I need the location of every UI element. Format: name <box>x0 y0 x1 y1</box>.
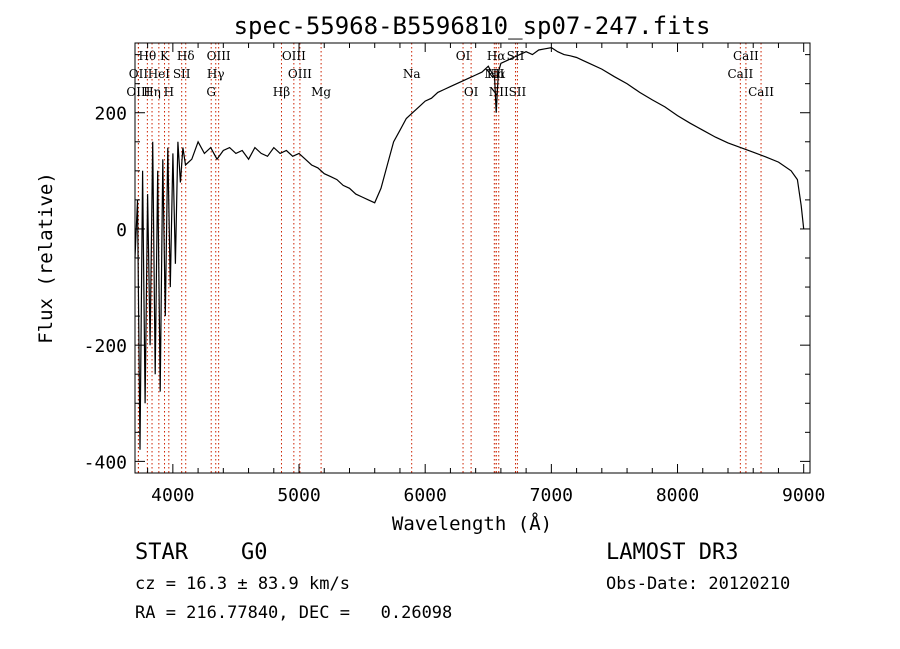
line-label-1: OII <box>129 67 149 81</box>
survey-name: LAMOST DR3 <box>606 540 739 565</box>
y-axis-label: Flux (relative) <box>35 172 57 344</box>
object-subclass: G0 <box>241 540 268 565</box>
line-label-22: Hα <box>487 67 506 81</box>
line-label-19: Hα <box>487 49 506 63</box>
line-label-4: HeI <box>148 67 171 81</box>
line-label-7: SII <box>173 67 191 81</box>
line-label-9: OIII <box>207 49 231 63</box>
line-label-16: Na <box>403 67 421 81</box>
line-label-18: OI <box>464 85 479 99</box>
emission-line-labels: Hθ OII OIII K HeI Hη Hδ SII H OIII Hγ G OIII OIII Hβ Mg… <box>126 49 774 99</box>
x-tick-label-5: 9000 <box>782 485 825 506</box>
coordinates: RA = 216.77840, DEC = 0.26098 <box>135 603 453 623</box>
y-tick-label-0: -400 <box>84 452 127 473</box>
line-label-12: OIII <box>282 49 306 63</box>
x-axis-label: Wavelength (Å) <box>392 512 552 535</box>
emission-line-markers <box>137 43 762 473</box>
line-label-2: OIII <box>126 85 150 99</box>
line-label-17: OI <box>456 49 471 63</box>
line-label-21: NII <box>484 67 504 81</box>
line-label-11: G <box>206 85 216 99</box>
x-tick-label-0: 4000 <box>151 485 194 506</box>
line-label-24: SII <box>509 85 527 99</box>
line-label-15: Mg <box>311 85 331 99</box>
line-label-5: Hη <box>143 85 161 99</box>
line-label-25: CaII <box>733 49 759 63</box>
chart-title: spec-55968-B5596810_sp07-247.fits <box>234 12 711 40</box>
line-label-13: OIII <box>288 67 312 81</box>
line-label-8: H <box>164 85 174 99</box>
line-label-0: Hθ <box>139 49 157 63</box>
redshift-cz: cz = 16.3 ± 83.9 km/s <box>135 574 350 594</box>
x-tick-label-2: 6000 <box>404 485 447 506</box>
x-tick-label-4: 8000 <box>656 485 699 506</box>
line-label-20: SII <box>507 49 525 63</box>
observation-date: Obs-Date: 20120210 <box>606 574 791 594</box>
plot-frame <box>134 42 811 474</box>
line-label-6: Hδ <box>177 49 195 63</box>
y-tick-label-2: 0 <box>116 220 127 241</box>
line-label-14: Hβ <box>273 85 290 99</box>
y-tick-label-3: 200 <box>94 104 127 125</box>
object-class: STAR <box>135 540 188 565</box>
spectrum-series-line <box>134 46 805 450</box>
axis-ticks: 4000 5000 6000 7000 8000 9000 -400 -200 0 200 <box>84 43 825 506</box>
line-label-3: K <box>160 49 170 63</box>
x-tick-label-3: 7000 <box>530 485 573 506</box>
line-label-27: CaII <box>748 85 774 99</box>
line-label-23: NII <box>489 85 509 99</box>
y-tick-label-1: -200 <box>84 336 127 357</box>
line-label-26: CaII <box>727 67 753 81</box>
x-tick-label-1: 5000 <box>277 485 320 506</box>
line-label-10: Hγ <box>207 67 225 81</box>
